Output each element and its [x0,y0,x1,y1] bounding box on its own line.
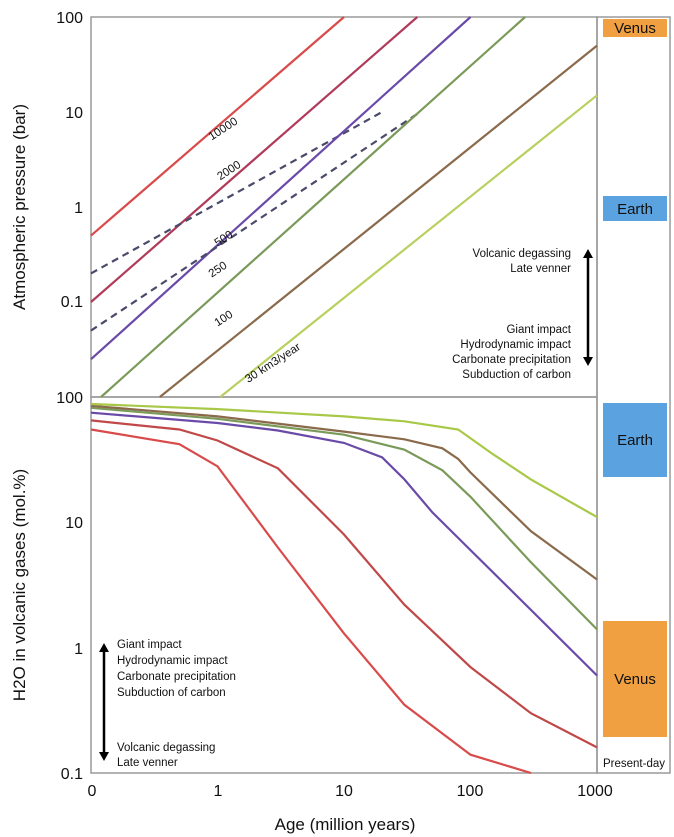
bottom-plot-frame [90,396,598,774]
x-tick-label: 1000 [577,783,613,800]
present-day-caption: Present-day [603,758,665,770]
top-annotation-down: Giant impact [506,324,571,336]
top-annotation-down: Hydrodynamic impact [460,339,571,351]
venus-reference-box-top [603,19,667,37]
bottom-y-axis-label: H2O in volcanic gases (mol.%) [10,469,29,701]
bottom-annotation-up: Giant impact [117,639,182,651]
top-series-line-1 [90,16,345,237]
bottom-y-tick-label: 100 [56,390,83,407]
top-series-line-3 [90,111,383,275]
top-annotation-up: Volcanic degassing [473,248,571,260]
bottom-annotation-up: Subduction of carbon [117,687,226,699]
bottom-series-line-6 [90,402,598,519]
top-y-axis-label: Atmospheric pressure (bar) [10,104,29,310]
top-series-label-2: 2000 [215,159,243,183]
venus-reference-box-bottom [603,621,667,737]
top-series-line-8 [219,94,598,398]
side-panel-frame [596,16,671,774]
bottom-series-line-1 [90,428,532,775]
top-y-tick-label: 1 [74,200,83,217]
bottom-series-group [90,402,598,775]
bottom-series-line-4 [90,406,598,631]
top-series-line-2 [90,16,419,303]
top-y-tick-label: 0.1 [61,294,83,311]
x-tick-label: 10 [335,783,353,800]
bottom-double-arrow [99,643,109,761]
bottom-y-tick-label: 1 [74,641,83,658]
top-annotation-up: Late venner [510,263,571,275]
top-series-line-6 [100,16,526,398]
bottom-annotation-down: Late venner [117,757,178,769]
top-series-line-4 [90,16,472,361]
x-tick-label: 1 [214,783,223,800]
x-axis-label: Age (million years) [275,815,416,834]
top-series-label-6: 250 [207,260,230,281]
top-annotation-down: Subduction of carbon [462,369,571,381]
x-tick-label: 0 [88,783,97,800]
top-annotation-down: Carbonate precipitation [452,354,571,366]
top-y-tick-label: 10 [65,105,83,122]
earth-reference-label-top: Earth [617,201,653,218]
top-double-arrow [583,249,593,366]
earth-reference-box-top [603,196,667,221]
bottom-series-line-3 [90,411,598,677]
top-series-line-5 [90,111,421,332]
earth-reference-box-bottom [603,403,667,477]
x-tick-label: 100 [457,783,484,800]
bottom-annotation-up: Carbonate precipitation [117,671,236,683]
bottom-y-tick-label: 10 [65,515,83,532]
venus-reference-label-top: Venus [614,20,656,37]
top-series-label-7: 100 [213,309,236,330]
top-series-label-8: 30 km3/year [243,341,303,386]
bottom-series-line-5 [90,404,598,581]
bottom-y-tick-label: 0.1 [61,766,83,783]
bottom-series-line-2 [90,419,598,749]
bottom-annotation-down: Volcanic degassing [117,742,215,754]
earth-reference-label-bottom: Earth [617,432,653,449]
venus-reference-label-bottom: Venus [614,671,656,688]
top-series-line-7 [159,44,598,398]
bottom-annotation-up: Hydrodynamic impact [117,655,228,667]
top-y-tick-label: 100 [56,10,83,27]
